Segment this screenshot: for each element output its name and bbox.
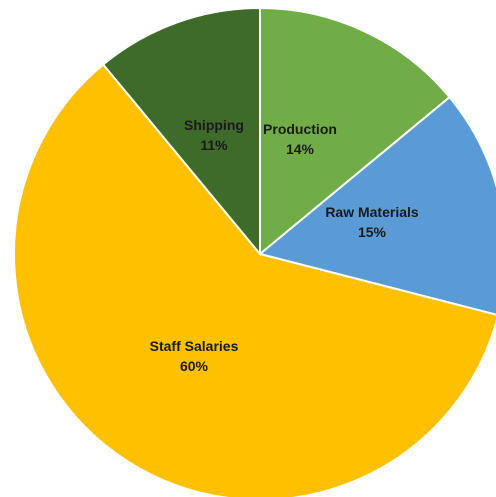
data-label-category: Staff Salaries [150,338,239,354]
data-label-category: Shipping [184,117,244,133]
data-label-percent: 15% [358,224,387,240]
data-label-category: Raw Materials [325,204,419,220]
pie-slices [13,6,496,497]
data-label-shipping: Shipping 11% [184,117,244,153]
data-label-category: Production [263,121,337,137]
slice-production [259,6,451,257]
pie-labels: Production 14% Raw Materials 15% Staff Salar… [150,117,419,374]
slice-raw-materials [257,95,496,316]
data-label-percent: 11% [200,137,228,153]
data-label-raw-materials: Raw Materials 15% [325,204,419,240]
data-label-production: Production 14% [263,121,337,157]
slice-staff-salaries [13,63,496,497]
data-label-staff-salaries: Staff Salaries 60% [150,338,239,374]
slice-shipping [101,6,261,257]
data-label-percent: 14% [286,141,315,157]
data-label-percent: 60% [180,358,209,374]
